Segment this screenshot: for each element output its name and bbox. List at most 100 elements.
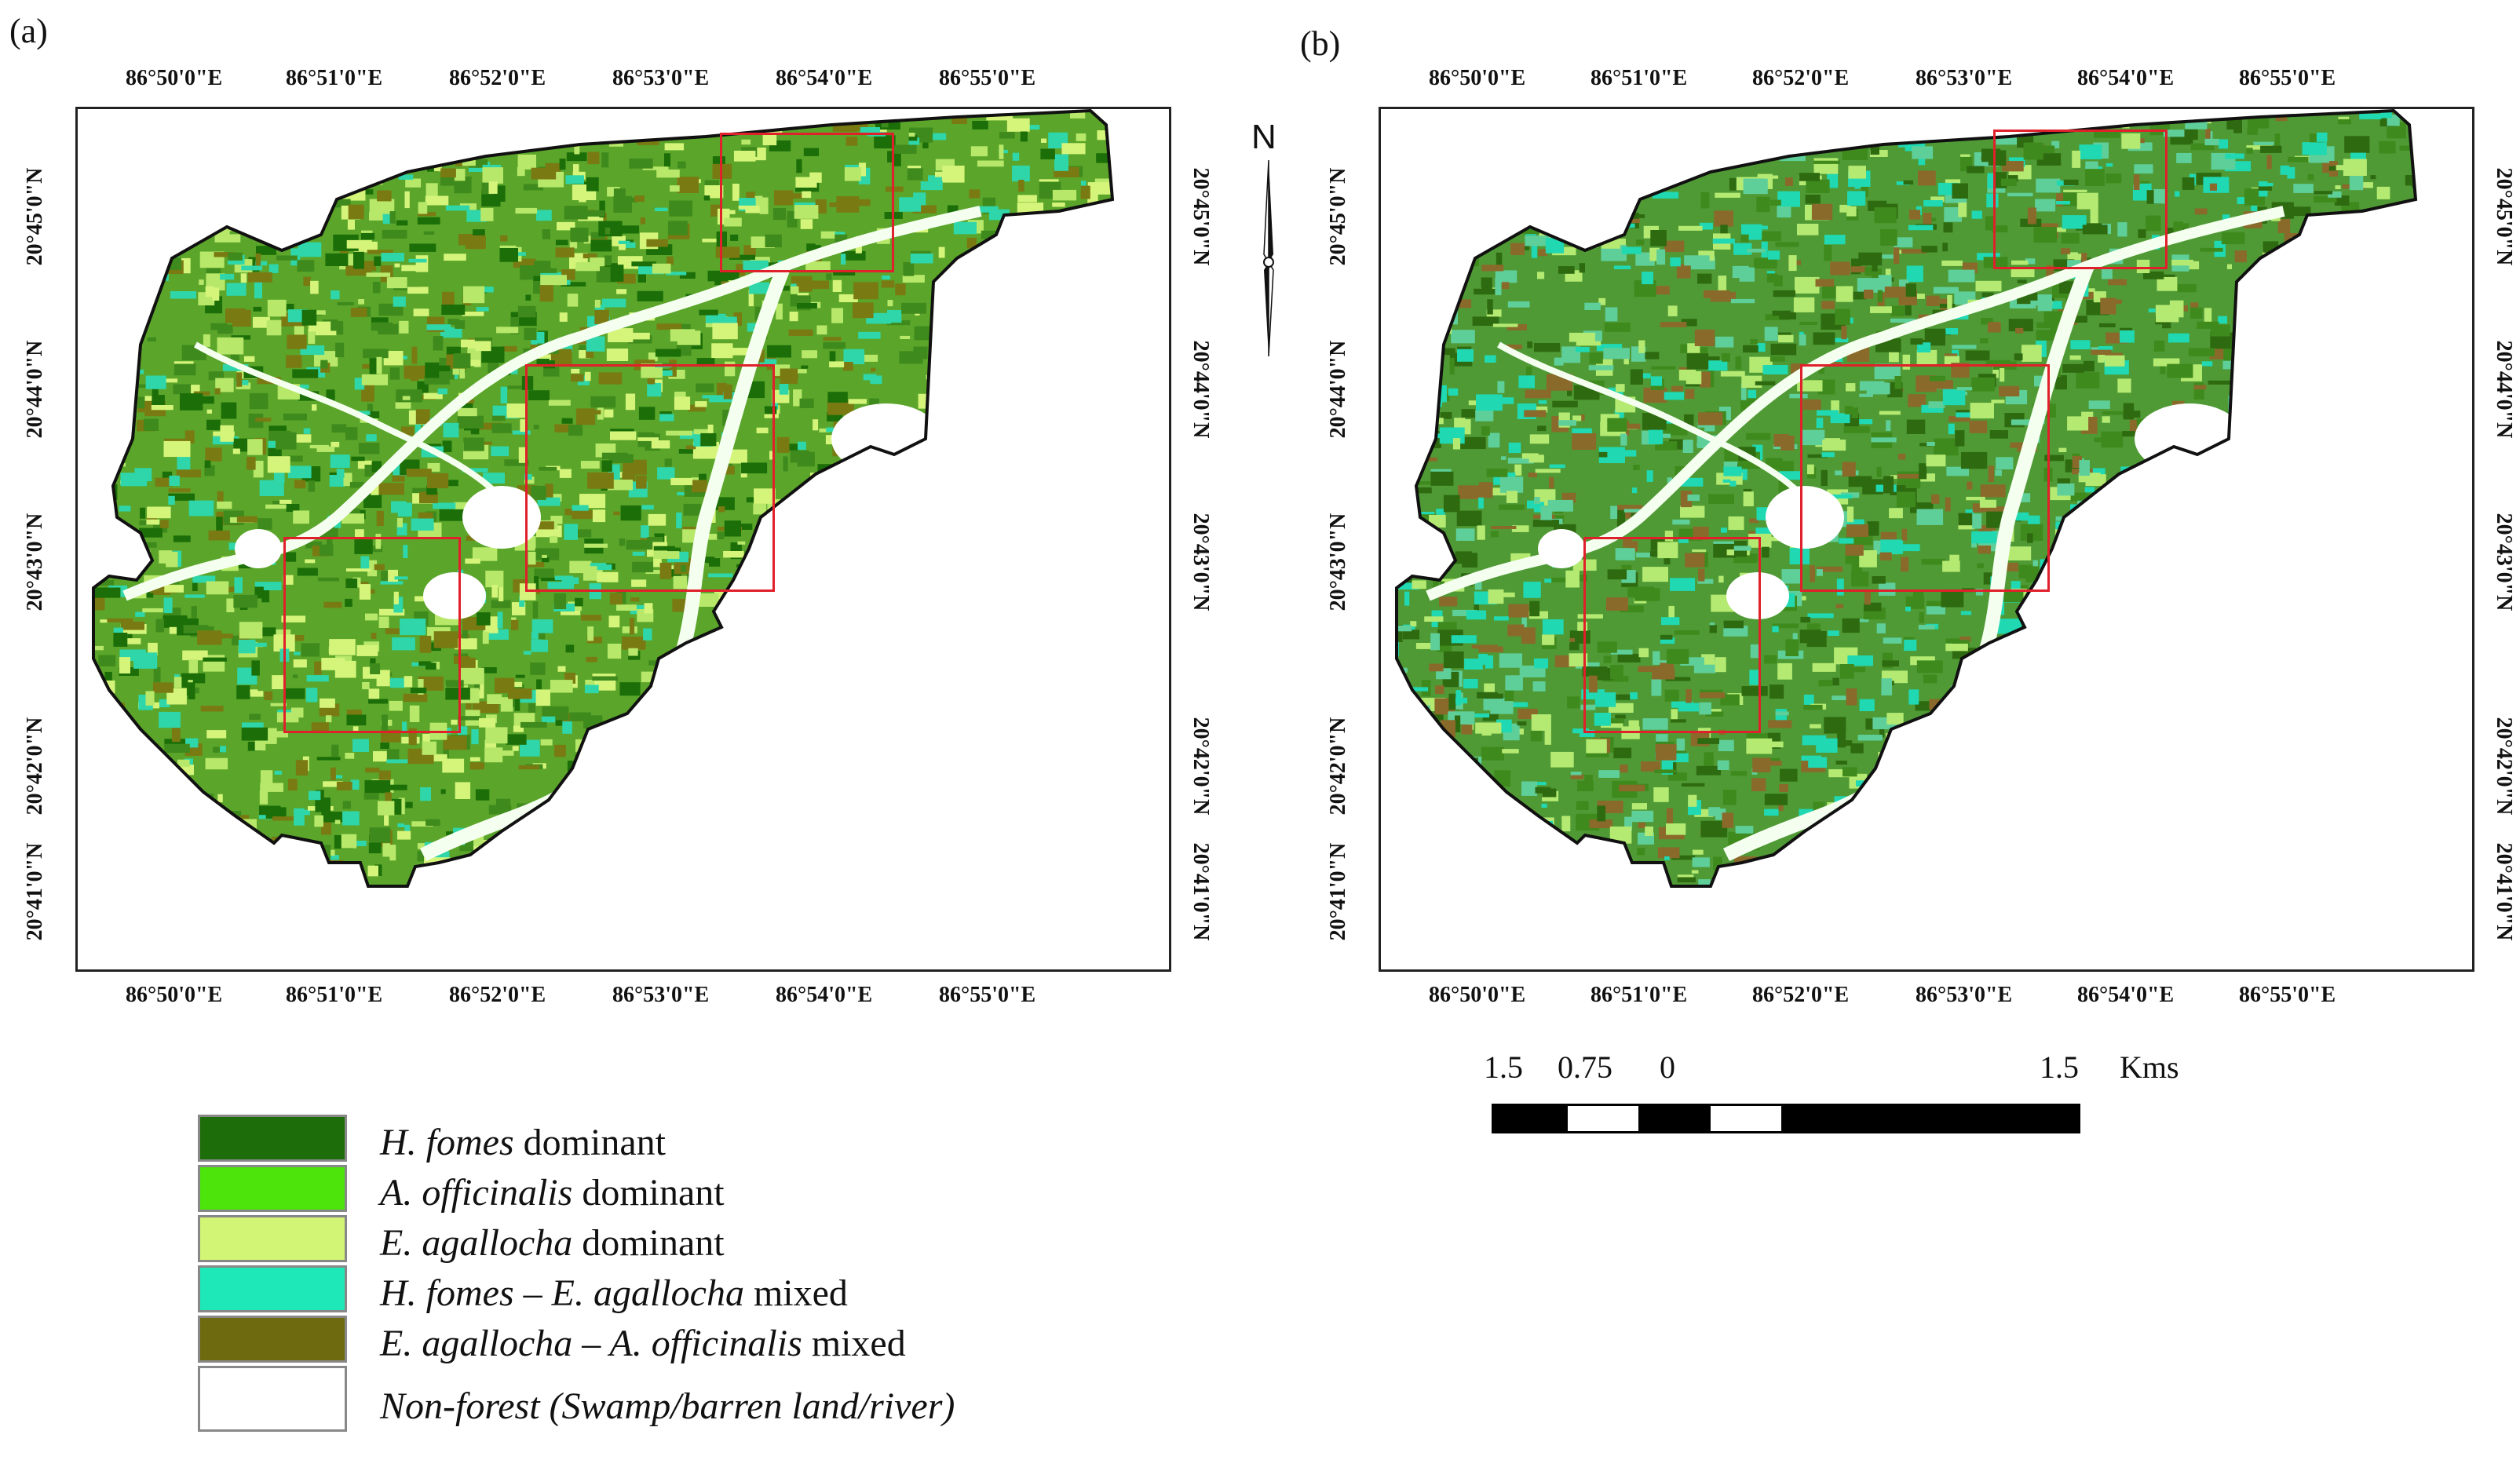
- raster-speckle: [97, 839, 122, 854]
- raster-speckle: [267, 145, 285, 151]
- raster-speckle: [1777, 662, 1792, 680]
- raster-speckle: [2054, 857, 2068, 865]
- raster-speckle: [1122, 520, 1143, 526]
- raster-speckle: [218, 152, 239, 167]
- raster-speckle: [545, 484, 553, 499]
- raster-speckle: [1579, 730, 1595, 737]
- raster-speckle: [2232, 470, 2238, 480]
- raster-speckle: [1410, 138, 1416, 151]
- raster-speckle: [2035, 199, 2056, 212]
- raster-speckle: [887, 309, 902, 323]
- raster-speckle: [1412, 732, 1426, 737]
- raster-speckle: [2084, 671, 2101, 680]
- raster-speckle: [2403, 367, 2410, 371]
- raster-speckle: [1572, 433, 1597, 450]
- raster-speckle: [1824, 717, 1846, 734]
- raster-speckle: [1045, 665, 1068, 678]
- raster-speckle: [942, 791, 959, 808]
- raster-speckle: [1397, 723, 1402, 732]
- raster-speckle: [404, 824, 411, 831]
- raster-speckle: [1729, 177, 1737, 191]
- raster-speckle: [2380, 265, 2394, 271]
- raster-speckle: [1495, 270, 1517, 283]
- raster-speckle: [368, 688, 380, 702]
- raster-speckle: [643, 784, 656, 797]
- raster-speckle: [105, 336, 130, 345]
- raster-speckle: [677, 177, 699, 193]
- raster-speckle: [670, 185, 680, 192]
- raster-speckle: [1664, 689, 1679, 702]
- raster-speckle: [2153, 358, 2180, 367]
- raster-speckle: [940, 837, 953, 853]
- raster-speckle: [986, 734, 1003, 751]
- raster-speckle: [2131, 692, 2149, 709]
- raster-speckle: [1901, 841, 1916, 853]
- raster-speckle: [565, 175, 584, 184]
- raster-speckle: [445, 688, 470, 700]
- raster-speckle: [297, 568, 318, 576]
- raster-speckle: [2186, 889, 2199, 898]
- raster-speckle: [743, 260, 769, 272]
- raster-speckle: [2264, 360, 2273, 376]
- raster-speckle: [188, 811, 198, 825]
- raster-speckle: [1542, 619, 1564, 635]
- raster-speckle: [326, 389, 335, 403]
- raster-speckle: [1948, 423, 1955, 435]
- raster-speckle: [499, 248, 518, 262]
- raster-speckle: [2399, 622, 2409, 632]
- raster-speckle: [596, 115, 617, 121]
- raster-speckle: [1970, 864, 1978, 875]
- raster-speckle: [368, 842, 382, 854]
- raster-speckle: [1499, 504, 1525, 510]
- raster-speckle: [2060, 248, 2071, 254]
- raster-speckle: [1967, 794, 1981, 802]
- raster-speckle: [294, 326, 305, 337]
- raster-speckle: [290, 111, 313, 129]
- raster-speckle: [2123, 562, 2140, 566]
- raster-speckle: [1660, 175, 1670, 188]
- raster-speckle: [1896, 491, 1916, 508]
- raster-speckle: [2123, 731, 2133, 743]
- raster-speckle: [1694, 329, 1715, 346]
- raster-speckle: [2432, 363, 2445, 370]
- raster-speckle: [336, 469, 345, 478]
- raster-speckle: [838, 617, 853, 631]
- raster-speckle: [406, 153, 422, 161]
- raster-speckle: [702, 557, 715, 564]
- raster-speckle: [1056, 416, 1078, 429]
- raster-speckle: [1083, 597, 1097, 601]
- raster-speckle: [536, 679, 542, 690]
- raster-speckle: [1541, 803, 1547, 808]
- raster-speckle: [1020, 131, 1028, 142]
- raster-speckle: [2380, 882, 2404, 886]
- raster-speckle: [838, 773, 856, 787]
- raster-speckle: [555, 717, 564, 726]
- raster-speckle: [540, 111, 557, 117]
- raster-speckle: [1931, 330, 1952, 336]
- raster-speckle: [1116, 645, 1138, 658]
- raster-speckle: [1397, 453, 1408, 462]
- raster-speckle: [2005, 869, 2026, 875]
- raster-speckle: [469, 159, 488, 168]
- raster-speckle: [1700, 192, 1710, 209]
- raster-speckle: [1945, 820, 1967, 827]
- raster-speckle: [1833, 816, 1850, 827]
- raster-speckle: [223, 830, 236, 836]
- lon-tick-a-bottom-3: 86°53'0"E: [612, 983, 710, 1007]
- raster-speckle: [113, 166, 140, 183]
- raster-speckle: [410, 374, 419, 381]
- raster-speckle: [585, 210, 604, 217]
- raster-speckle: [2340, 689, 2365, 701]
- raster-speckle: [1544, 730, 1551, 745]
- raster-speckle: [230, 194, 238, 209]
- raster-speckle: [798, 749, 810, 754]
- raster-speckle: [1915, 701, 1934, 711]
- raster-speckle: [1537, 272, 1545, 279]
- raster-speckle: [141, 146, 163, 157]
- raster-speckle: [887, 772, 908, 779]
- raster-speckle: [674, 396, 691, 411]
- raster-speckle: [1076, 443, 1092, 450]
- raster-speckle: [1705, 709, 1722, 713]
- raster-speckle: [1116, 337, 1134, 353]
- raster-speckle: [983, 346, 993, 358]
